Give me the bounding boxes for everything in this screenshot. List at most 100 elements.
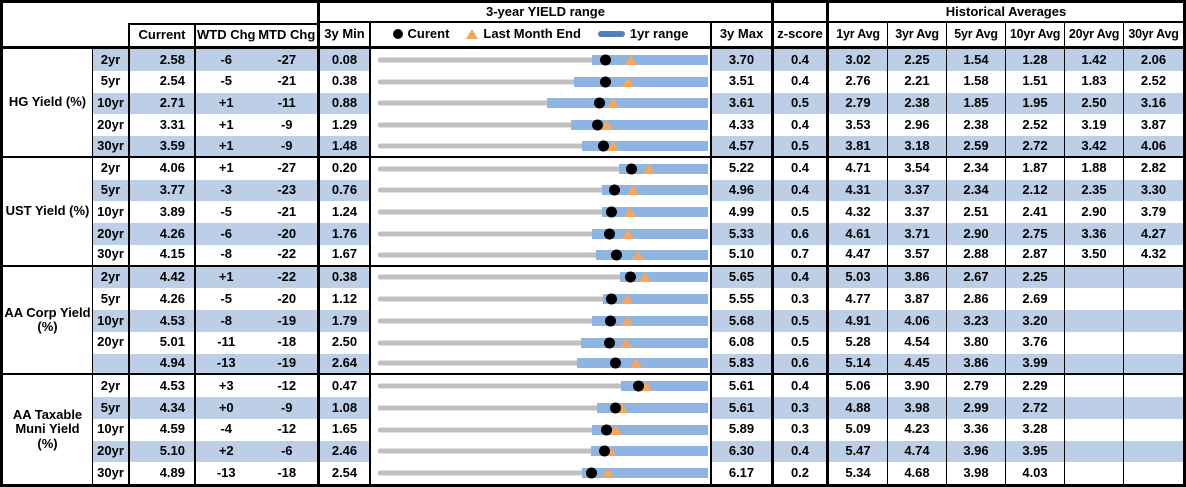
current-value: 5.01 — [130, 331, 196, 354]
mtd-chg-value: -12 — [277, 421, 297, 437]
range-chart — [371, 418, 712, 441]
3y-max-value: 4.57 — [712, 136, 774, 158]
5yr-avg-value: 1.58 — [947, 70, 1006, 93]
30yr-avg-value: 2.52 — [1140, 73, 1167, 89]
1yr-range-bar — [580, 337, 708, 348]
30yr-avg-value — [1124, 266, 1183, 289]
range-track — [378, 143, 708, 149]
3y-min-value: 1.79 — [320, 310, 371, 332]
1yr-range-bar — [576, 358, 708, 369]
current-value: 4.26 — [130, 288, 196, 310]
tenor-cell: 5yr — [93, 179, 130, 202]
10yr-avg-value: 3.28 — [1006, 418, 1065, 441]
30yr-avg-value — [1124, 419, 1183, 441]
chg-cell: -5 -20 — [196, 288, 320, 310]
chg-cell: -6 -20 — [196, 223, 320, 245]
1yr-range-bar — [618, 163, 708, 174]
wtd-chg-value: -5 — [220, 73, 233, 89]
range-chart — [371, 157, 712, 180]
chg-cell: +1 -9 — [196, 136, 320, 158]
wtd-chg-value: +1 — [218, 269, 234, 285]
3y-min-value: 1.76 — [320, 223, 371, 245]
30yr-avg-value: 3.79 — [1140, 203, 1167, 219]
1yr-avg-value: 4.47 — [829, 244, 888, 267]
chg-cell: +3 -12 — [196, 375, 320, 397]
current-dot — [610, 357, 622, 369]
last-month-triangle — [620, 315, 633, 326]
tenor-cell: 30yr — [93, 462, 130, 484]
wtd-chg-value: -6 — [220, 51, 233, 67]
current-value: 3.77 — [130, 179, 196, 202]
20yr-avg-value: 3.42 — [1065, 136, 1124, 158]
chg-cell: +1 -9 — [196, 114, 320, 136]
3yr-avg-value: 3.37 — [888, 179, 947, 202]
20yr-avg-value — [1065, 375, 1124, 397]
3yr-avg-value: 3.54 — [888, 157, 947, 180]
5yr-avg-value: 3.80 — [947, 331, 1006, 354]
range-track — [378, 274, 708, 280]
header-spacer-left — [3, 23, 130, 49]
z-score-value: 0.5 — [774, 136, 829, 158]
range-chart — [371, 92, 712, 115]
tenor-cell: 20yr — [93, 114, 130, 136]
chg-cell: -5 -21 — [196, 201, 320, 223]
3y-max-value: 5.61 — [712, 375, 774, 397]
column-header-30yr-avg: 30yr Avg — [1124, 23, 1183, 49]
3yr-avg-value: 3.71 — [888, 223, 947, 245]
1yr-range-bar — [596, 249, 708, 260]
current-dot — [601, 424, 613, 436]
mtd-chg-value: -9 — [280, 116, 293, 132]
mtd-chg-value: -12 — [277, 377, 297, 393]
10yr-avg-value: 1.87 — [1006, 157, 1065, 180]
10yr-avg-value: 3.20 — [1006, 310, 1065, 332]
column-header-3yr-avg: 3yr Avg — [888, 23, 947, 49]
wtd-chg-value: +1 — [218, 137, 234, 153]
5yr-avg-value: 1.54 — [947, 49, 1006, 71]
current-value: 4.15 — [130, 244, 196, 267]
column-header-zscore: z-score — [774, 23, 829, 49]
3y-max-value: 3.51 — [712, 70, 774, 93]
10yr-avg-value: 2.72 — [1006, 136, 1065, 158]
3y-min-value: 1.24 — [320, 201, 371, 223]
tenor-cell: 10yr — [93, 201, 130, 223]
3y-max-value: 5.83 — [712, 353, 774, 376]
current-value: 5.10 — [130, 440, 196, 463]
range-bar-icon — [597, 31, 625, 38]
1yr-range-bar — [547, 98, 708, 109]
wtd-chg-value: +1 — [218, 95, 234, 111]
10yr-avg-value: 1.95 — [1006, 92, 1065, 115]
20yr-avg-value — [1065, 310, 1124, 332]
header-spacer-top-left — [3, 3, 320, 23]
3y-max-value: 5.68 — [712, 310, 774, 332]
z-score-value: 0.6 — [774, 223, 829, 245]
10yr-avg-value: 4.03 — [1006, 462, 1065, 484]
range-chart — [371, 331, 712, 354]
tenor-cell: 20yr — [93, 223, 130, 245]
3yr-avg-value: 3.37 — [888, 201, 947, 223]
5yr-avg-value: 3.98 — [947, 462, 1006, 484]
group-label: AA Corp Yield (%) — [3, 266, 93, 376]
1yr-avg-value: 4.31 — [829, 179, 888, 202]
wtd-chg-value: -5 — [220, 203, 233, 219]
last-month-triangle — [640, 381, 653, 392]
3y-min-value: 0.88 — [320, 92, 371, 115]
range-track — [378, 79, 708, 85]
tenor-cell: 30yr — [93, 136, 130, 158]
legend-last-month-label: Last Month End — [483, 26, 581, 42]
1yr-avg-value: 4.77 — [829, 288, 888, 310]
range-track — [378, 296, 708, 302]
group-label: UST Yield (%) — [3, 157, 93, 267]
mtd-chg-value: -27 — [277, 160, 297, 176]
column-header-3y-min: 3y Min — [320, 23, 371, 49]
wtd-chg-value: +3 — [218, 377, 234, 393]
column-header-5yr-avg: 5yr Avg — [947, 23, 1006, 49]
current-dot — [599, 445, 611, 457]
wtd-chg-value: +1 — [218, 160, 234, 176]
range-section-title: 3-year YIELD range — [320, 3, 774, 23]
3yr-avg-value: 4.23 — [888, 418, 947, 441]
5yr-avg-value: 2.90 — [947, 223, 1006, 245]
mtd-chg-value: -19 — [277, 312, 297, 328]
mtd-chg-value: -18 — [277, 334, 297, 350]
30yr-avg-value: 2.82 — [1140, 160, 1167, 176]
mtd-chg-value: -18 — [277, 464, 297, 480]
